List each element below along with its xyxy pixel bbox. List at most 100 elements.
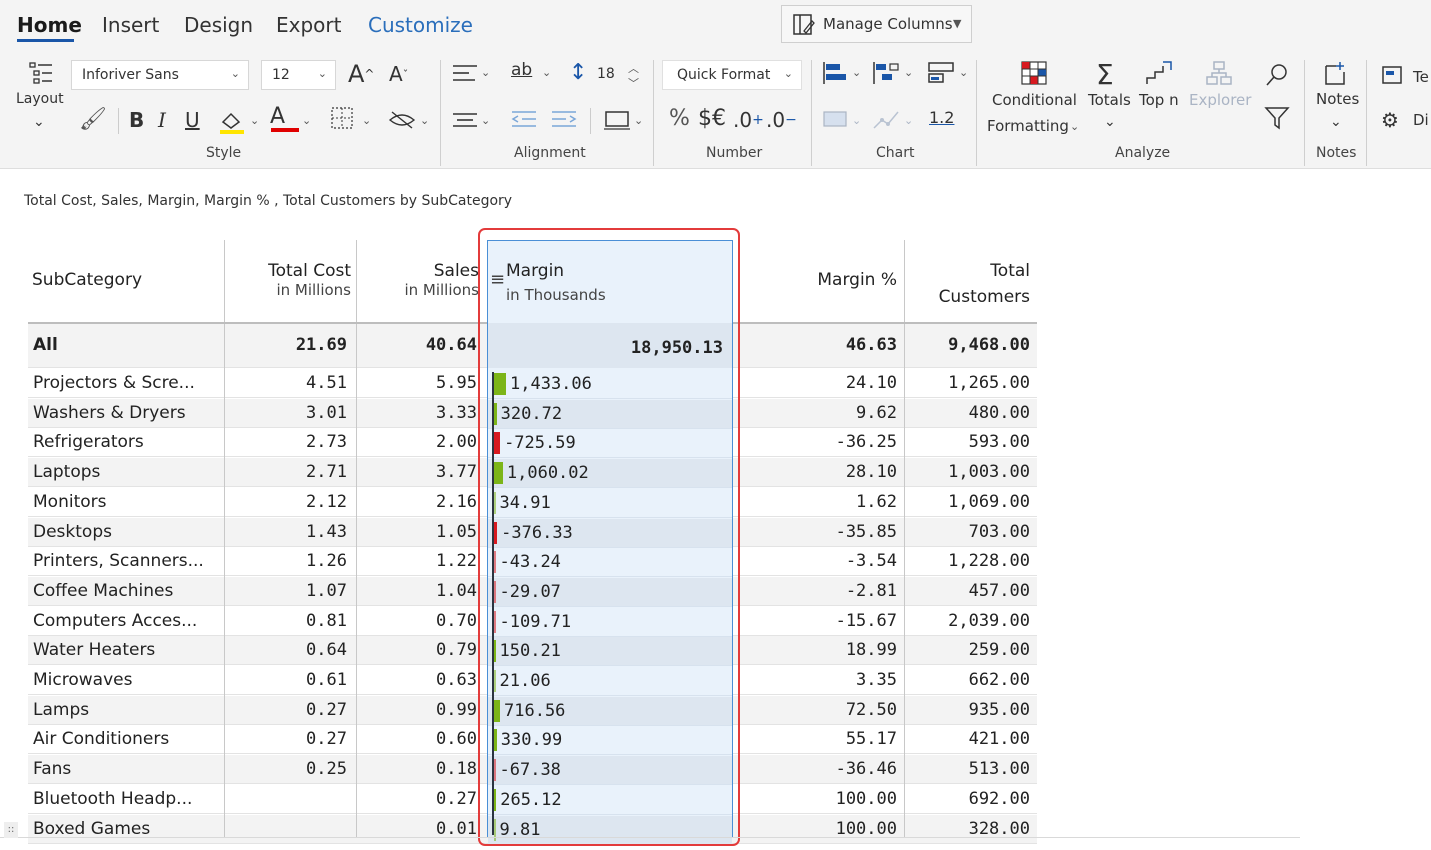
chevron-down-icon[interactable]: ⌄: [481, 66, 491, 79]
sigma-icon[interactable]: Σ: [1096, 58, 1114, 91]
decrease-indent-icon[interactable]: [510, 108, 538, 132]
tab-export[interactable]: Export: [276, 13, 342, 37]
chevron-down-icon[interactable]: ⌄: [481, 114, 491, 127]
align-left-icon[interactable]: [451, 62, 479, 86]
bar-chart-icon[interactable]: [822, 60, 850, 86]
chevron-down-icon[interactable]: ⌄: [959, 66, 969, 79]
conditional-formatting-label-2[interactable]: Formatting: [987, 117, 1069, 135]
chevron-down-icon[interactable]: ⌄: [362, 114, 372, 127]
active-tab-indicator: [17, 39, 74, 42]
chevron-down-icon: ⌄: [317, 67, 327, 80]
sales-cell: 1.22: [436, 551, 477, 572]
decrease-decimal-button[interactable]: .0−: [766, 108, 797, 132]
increase-decimal-button[interactable]: .0 +: [733, 108, 764, 132]
increase-indent-icon[interactable]: [550, 108, 578, 132]
cut-off-label-1[interactable]: Te: [1413, 68, 1429, 86]
fill-color-icon[interactable]: [218, 108, 248, 136]
font-family-select[interactable]: Inforiver Sans ⌄: [71, 60, 249, 90]
format-painter-icon[interactable]: 🖌: [79, 107, 107, 132]
total-customers-cell: 328.00: [968, 818, 1030, 839]
column-header-title: Sales: [433, 261, 479, 281]
column-header-total-cost[interactable]: Total Cost in Millions: [225, 240, 351, 324]
margin-cell: 265.12: [500, 789, 562, 810]
table-chart-icon[interactable]: [927, 60, 957, 86]
chevron-down-icon[interactable]: ⌄: [420, 114, 430, 127]
borders-icon[interactable]: [330, 106, 356, 132]
column-header-margin-pct[interactable]: Margin %: [817, 270, 897, 290]
table-row[interactable]: Projectors & Scre... 4.51 5.95 24.10 1,265.0…: [28, 369, 1037, 398]
group-separator: [653, 60, 654, 166]
negative-bar: [494, 551, 496, 574]
chevron-down-icon[interactable]: ⌄: [250, 114, 260, 127]
notes-button-label[interactable]: Notes: [1316, 90, 1360, 108]
chevron-down-icon[interactable]: ⌄: [1070, 120, 1080, 133]
conditional-formatting-icon[interactable]: [1020, 60, 1048, 86]
positive-bar: [494, 373, 506, 395]
increase-decimal-label: .0: [733, 108, 753, 132]
underline-icon[interactable]: U: [185, 108, 200, 132]
tab-home[interactable]: Home: [17, 13, 82, 37]
variance-chart-icon[interactable]: [872, 60, 902, 86]
chevron-down-icon[interactable]: ⌄: [302, 114, 312, 127]
cut-off-label-2[interactable]: Di: [1413, 111, 1429, 129]
line-height-value[interactable]: 18: [597, 66, 615, 82]
column-header-title: Total Cost: [268, 261, 351, 281]
font-size-select[interactable]: 12 ⌄: [261, 60, 336, 90]
top-n-icon[interactable]: [1145, 60, 1173, 86]
column-header-total-customers[interactable]: Total Customers: [905, 240, 1030, 324]
italic-icon[interactable]: I: [158, 108, 166, 132]
manage-columns-button[interactable]: Manage Columns ▼: [781, 5, 972, 43]
chevron-down-icon[interactable]: ⌄: [1330, 114, 1342, 130]
negative-bar: [494, 521, 498, 544]
percent-format-button[interactable]: %: [669, 106, 690, 131]
column-header-sales[interactable]: Sales in Millions: [357, 240, 479, 324]
quick-format-select[interactable]: Quick Format ⌄: [662, 60, 802, 90]
column-header-subcategory[interactable]: SubCategory: [32, 270, 143, 290]
stepper-down-icon[interactable]: ﹀: [628, 77, 639, 90]
conditional-formatting-label-1[interactable]: Conditional: [992, 91, 1077, 109]
chart-style-icon[interactable]: [822, 108, 850, 132]
margin-row-band: [488, 637, 732, 667]
total-customers-cell: 1,003.00: [948, 462, 1030, 483]
resize-handle-icon[interactable]: ::: [4, 822, 18, 838]
wrap-text-icon[interactable]: ab: [511, 60, 533, 80]
filter-icon[interactable]: [1264, 105, 1290, 131]
tab-design[interactable]: Design: [184, 13, 254, 37]
chevron-down-icon[interactable]: ⌄: [904, 66, 914, 79]
line-height-icon[interactable]: ↕: [569, 60, 588, 85]
totals-label[interactable]: Totals: [1088, 91, 1131, 109]
chevron-down-icon[interactable]: ⌄: [542, 66, 552, 79]
stepper-up-icon[interactable]: ︿: [628, 62, 639, 75]
margin-column[interactable]: ≡ Margin in Thousands 18,950.13: [487, 240, 733, 845]
chevron-down-icon[interactable]: ⌄: [33, 114, 45, 130]
column-header-margin[interactable]: Margin: [506, 261, 565, 281]
drag-handle-icon[interactable]: ≡: [490, 269, 506, 290]
tab-customize[interactable]: Customize: [368, 13, 473, 37]
chevron-down-icon[interactable]: ⌄: [634, 114, 644, 127]
manage-columns-label: Manage Columns: [823, 15, 953, 33]
search-icon[interactable]: [1264, 62, 1290, 88]
total-customers-cell: 703.00: [968, 521, 1030, 542]
currency-format-button[interactable]: $€: [698, 106, 726, 131]
gear-icon[interactable]: ⚙: [1381, 108, 1399, 132]
chevron-down-icon[interactable]: ⌄: [1104, 114, 1116, 130]
chevron-down-icon[interactable]: ⌄: [852, 66, 862, 79]
margin-cell: 1,060.02: [506, 463, 589, 484]
layout-icon[interactable]: [28, 60, 54, 86]
hide-icon[interactable]: [388, 108, 416, 132]
chart-scale-button[interactable]: 1.2: [929, 108, 955, 127]
text-box-icon[interactable]: [1381, 64, 1407, 88]
bold-icon[interactable]: B: [129, 108, 145, 132]
increase-font-icon[interactable]: A ^: [348, 60, 375, 88]
font-color-icon[interactable]: A: [270, 104, 286, 129]
margin-row-band: [488, 726, 732, 756]
column-width-icon[interactable]: [603, 108, 631, 132]
tab-insert[interactable]: Insert: [102, 13, 160, 37]
negative-bar: [494, 610, 496, 633]
top-n-label[interactable]: Top n: [1139, 91, 1179, 109]
sales-cell: 3.33: [436, 402, 477, 423]
vertical-align-icon[interactable]: [451, 108, 479, 132]
add-note-icon[interactable]: [1322, 60, 1348, 86]
total-cost-cell: 0.25: [306, 759, 347, 780]
